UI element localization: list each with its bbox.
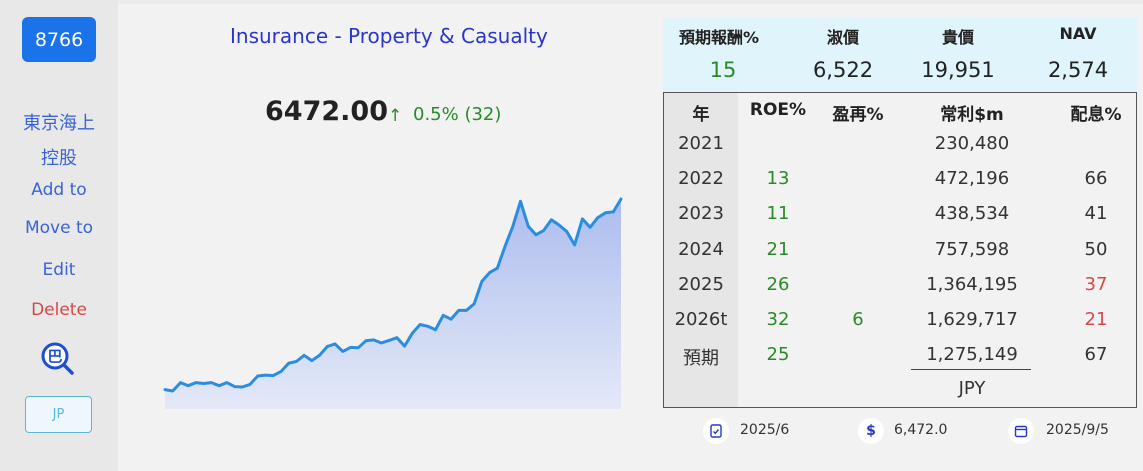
reinvest-cell: 6	[852, 309, 864, 330]
delete-link[interactable]: Delete	[31, 300, 87, 320]
year-cell: 預期	[683, 348, 719, 370]
profit-cell: 1,364,195	[926, 273, 1018, 295]
roe-header: ROE%	[749, 100, 807, 120]
nav-value: 2,574	[1047, 58, 1109, 82]
year-cell: 2026t	[674, 309, 728, 330]
calendar-icon	[1014, 425, 1028, 438]
year-cell: 2023	[678, 203, 724, 225]
expected-return-header: 預期報酬%	[678, 28, 760, 47]
roe-cell: 25	[766, 344, 790, 366]
expensive-price-value: 19,951	[921, 58, 995, 82]
year-cell: 2022	[678, 168, 724, 190]
profit-cell: 230,480	[934, 133, 1010, 154]
move-to-link[interactable]: Move to	[24, 218, 94, 238]
stock-price: 6472.00	[265, 96, 388, 127]
price-area	[165, 199, 621, 409]
profit-cell: 1,275,149	[926, 344, 1018, 366]
market-badge-button[interactable]: JP	[25, 396, 92, 433]
payout-cell: 67	[1084, 344, 1108, 366]
search-logo-icon[interactable]: 巴	[40, 341, 76, 377]
up-arrow-icon: ↑	[388, 106, 403, 126]
expected-return-value: 15	[709, 58, 737, 82]
profit-cell: 438,534	[934, 203, 1010, 225]
document-check-icon	[710, 424, 722, 438]
estimate-underline	[911, 369, 1031, 370]
sidebar: 8766 東京海上 控股 Add to Move to Edit Delete …	[0, 0, 118, 471]
profit-header: 常利$m	[940, 105, 1004, 125]
price-line	[163, 197, 623, 393]
price-change: 0.5% (32)	[413, 104, 502, 125]
quote-date-icon	[1008, 418, 1034, 444]
roe-cell: 11	[766, 203, 790, 225]
company-name-line-1: 東京海上	[23, 113, 95, 134]
company-name-link[interactable]: 東京海上 控股	[0, 106, 118, 176]
year-column-shade	[664, 93, 738, 407]
cheap-price-header: 淑價	[826, 28, 859, 47]
payout-header: 配息%	[1070, 105, 1122, 125]
year-cell: 2021	[678, 133, 724, 154]
quote-date: 2025/9/5	[1046, 422, 1109, 438]
roe-cell: 32	[766, 309, 790, 330]
payout-cell: 21	[1084, 309, 1108, 330]
reinvest-header: 盈再%	[832, 105, 884, 125]
payout-cell: 66	[1084, 168, 1108, 190]
financial-table: 年 ROE% 盈再% 常利$m 配息% 2021 230,480 2022 13 472…	[663, 92, 1137, 408]
dollar-icon: $	[866, 423, 876, 439]
expensive-price-header: 貴價	[941, 28, 974, 47]
profit-cell: 757,598	[934, 238, 1010, 260]
industry-title: Insurance - Property & Casualty	[230, 24, 548, 48]
year-header: 年	[692, 105, 710, 125]
year-cell: 2024	[678, 238, 724, 260]
report-date: 2025/6	[740, 422, 790, 438]
currency-label: JPY	[958, 378, 986, 399]
price-icon: $	[858, 418, 884, 444]
edit-link[interactable]: Edit	[42, 260, 76, 280]
search-logo-glyph: 巴	[47, 348, 62, 366]
report-date-icon	[703, 418, 729, 444]
payout-cell: 37	[1084, 273, 1108, 295]
year-cell: 2025	[678, 273, 724, 295]
footer-price: 6,472.0	[894, 422, 948, 438]
profit-cell: 472,196	[934, 168, 1010, 190]
nav-header: NAV	[1059, 24, 1097, 43]
main-panel: Insurance - Property & Casualty 6472.00 …	[118, 4, 1143, 471]
ticker-button[interactable]: 8766	[22, 17, 96, 62]
roe-cell: 21	[766, 238, 790, 260]
payout-cell: 41	[1084, 203, 1108, 225]
roe-cell: 26	[766, 273, 790, 295]
cheap-price-value: 6,522	[812, 58, 874, 82]
roe-cell: 13	[766, 168, 790, 190]
profit-cell: 1,629,717	[926, 309, 1018, 330]
valuation-summary: 預期報酬% 淑價 貴價 NAV 15 6,522 19,951 2,574	[663, 18, 1137, 92]
price-chart	[163, 197, 623, 409]
company-name-line-2: 控股	[41, 148, 77, 169]
add-to-link[interactable]: Add to	[31, 180, 87, 200]
payout-cell: 50	[1084, 238, 1108, 260]
